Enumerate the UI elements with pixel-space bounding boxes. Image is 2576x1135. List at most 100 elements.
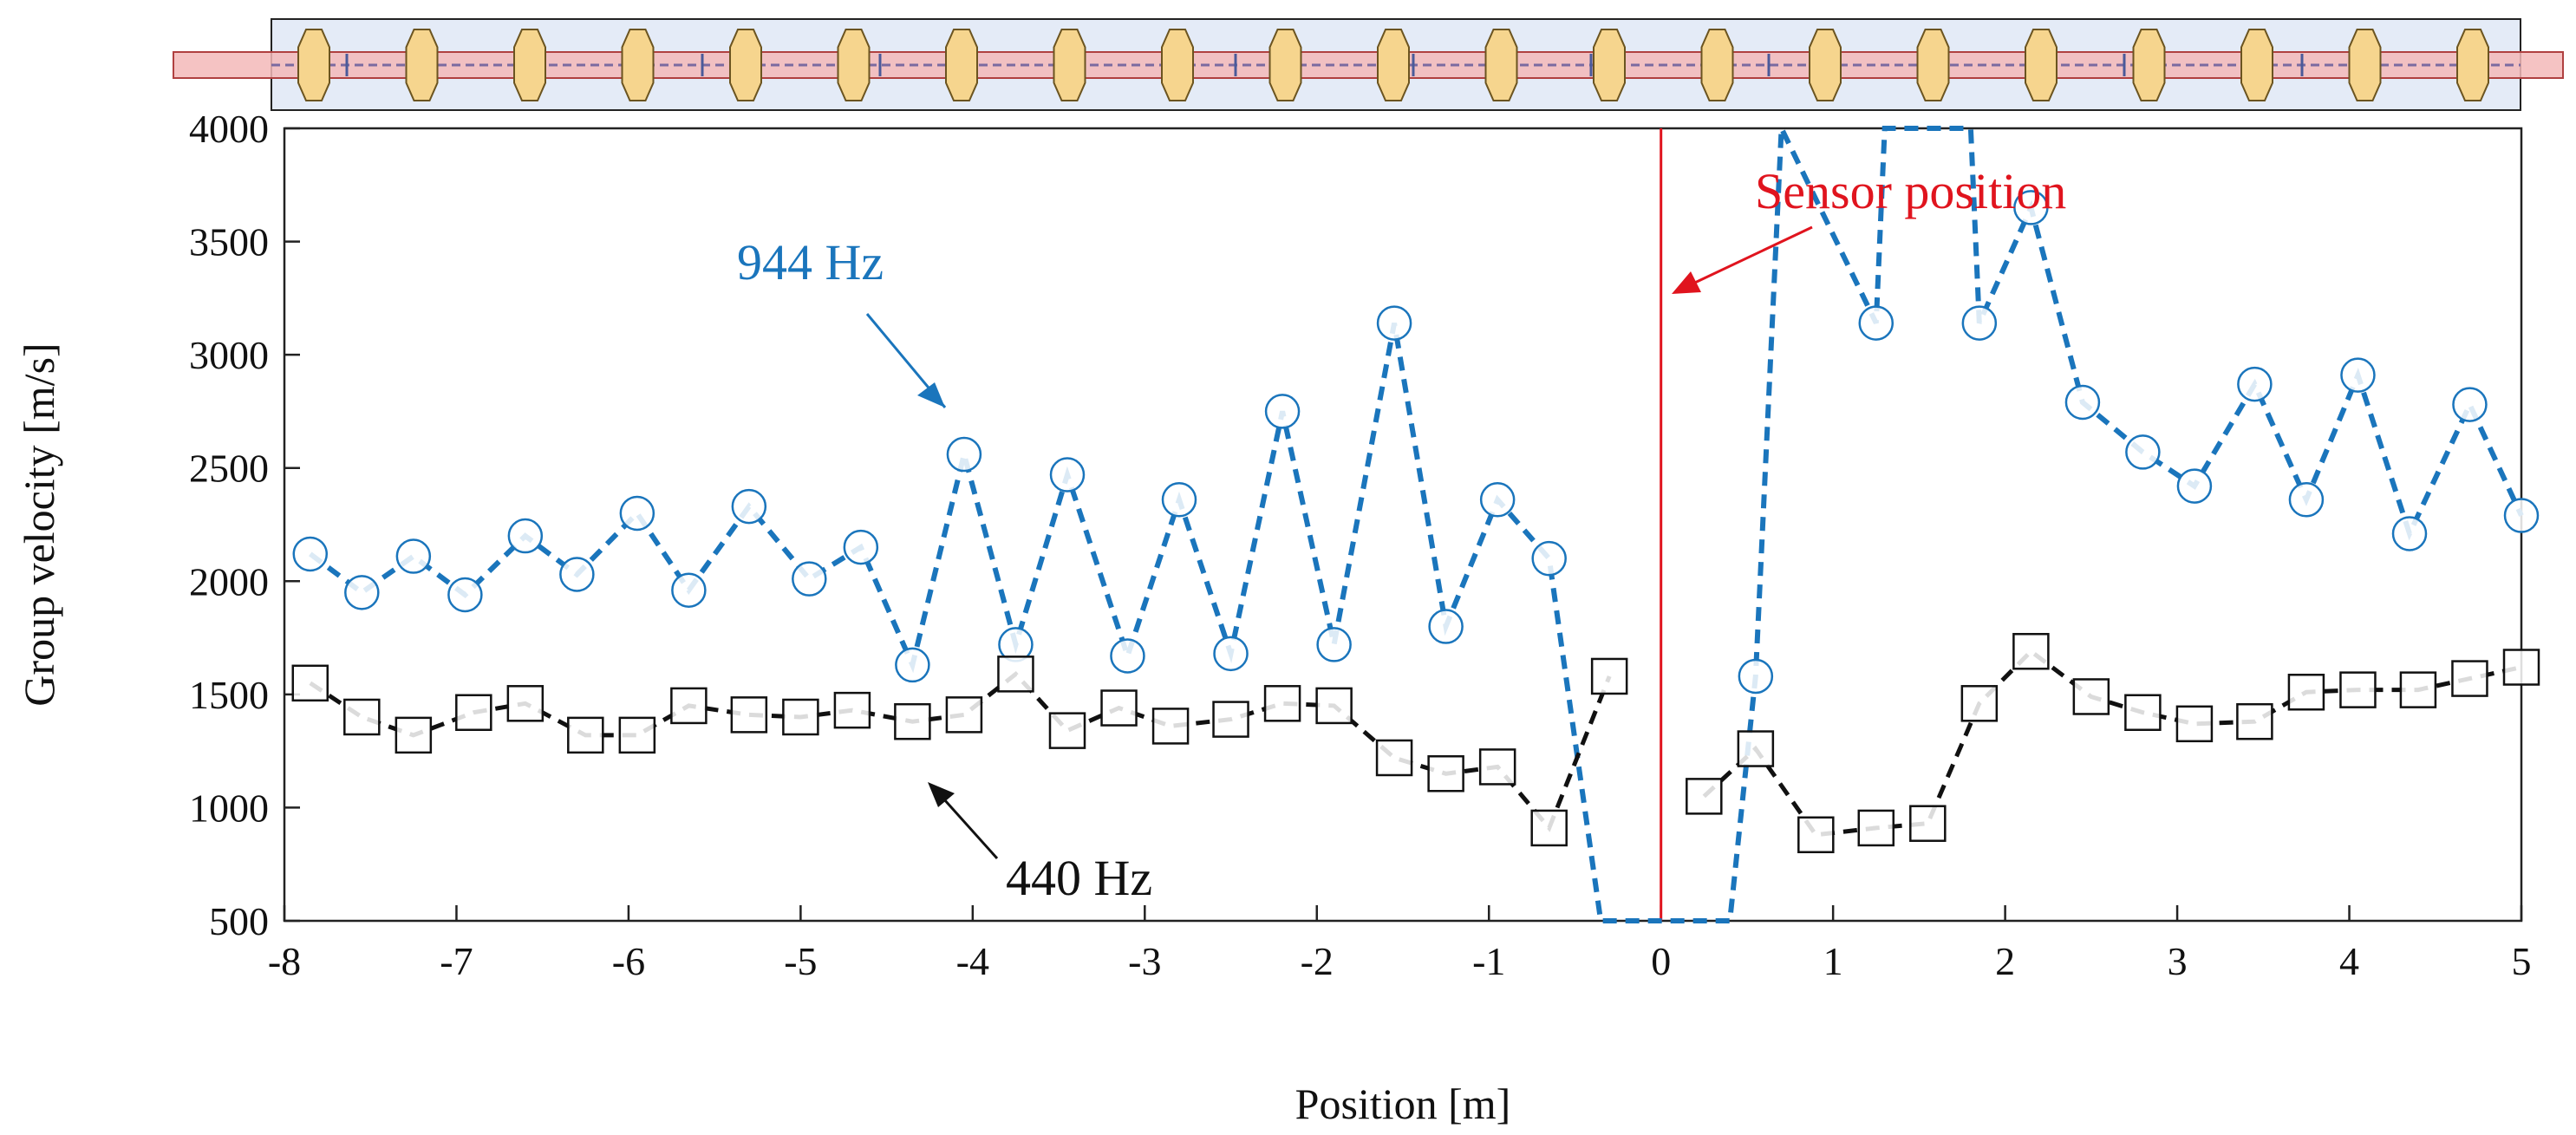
data-point-944hz	[395, 538, 432, 574]
data-point-440hz	[1375, 739, 1413, 777]
data-point-944hz	[1531, 540, 1567, 577]
data-point-440hz	[618, 716, 656, 754]
y-tick-label: 2000	[189, 559, 269, 603]
data-point-440hz	[1590, 657, 1628, 695]
data-point-440hz	[2399, 671, 2437, 708]
label-440hz: 440 Hz	[1006, 850, 1152, 906]
x-tick-label: -2	[1301, 939, 1334, 983]
data-point-440hz	[1909, 805, 1947, 842]
data-point-944hz	[344, 575, 380, 610]
arrowhead-sensor-position	[1672, 271, 1701, 294]
y-tick-label: 500	[209, 899, 269, 943]
data-point-944hz	[559, 557, 595, 592]
data-point-944hz	[1376, 305, 1412, 341]
pipe-clamp	[2132, 29, 2166, 101]
data-point-440hz	[1737, 730, 1775, 767]
data-point-944hz	[731, 488, 767, 525]
x-tick-label: -7	[440, 939, 473, 983]
arrow-sensor-position	[1681, 225, 1813, 290]
data-point-944hz	[1110, 638, 1145, 674]
data-point-944hz	[1428, 609, 1464, 644]
pipe-clamp	[2025, 29, 2058, 101]
data-point-944hz	[792, 561, 827, 597]
x-axis-ticks: -8 -7 -6 -5 -4 -3 -2 -1 0 1 2 3 4 5	[268, 905, 2532, 983]
data-point-440hz	[455, 694, 492, 731]
data-point-440hz	[2451, 660, 2488, 697]
data-point-944hz	[895, 647, 930, 683]
y-axis-ticks: 500 1000 1500 2000 2500 3000 3500 4000	[189, 107, 300, 943]
label-944hz: 944 Hz	[737, 234, 884, 290]
data-point-440hz	[997, 656, 1034, 693]
y-tick-label: 1000	[189, 786, 269, 830]
data-point-440hz	[1857, 809, 1895, 847]
data-point-440hz	[1263, 685, 1301, 722]
x-tick-label: 4	[2339, 939, 2359, 983]
y-tick-label: 1500	[189, 673, 269, 717]
arrow-440hz	[935, 789, 999, 860]
pipe-clamp	[1268, 29, 1302, 101]
data-point-944hz	[1049, 457, 1086, 492]
x-tick-label: 0	[1651, 939, 1671, 983]
data-point-944hz	[2125, 434, 2161, 470]
data-point-944hz	[1479, 482, 1516, 518]
x-tick-label: 3	[2168, 939, 2188, 983]
data-point-440hz	[291, 664, 329, 702]
pipe-clamp	[837, 29, 871, 101]
y-tick-label: 2500	[189, 447, 269, 491]
data-point-944hz	[2340, 357, 2376, 393]
data-point-440hz	[782, 698, 819, 736]
data-point-944hz	[2176, 468, 2213, 504]
data-point-944hz	[1161, 482, 1197, 518]
data-point-440hz	[2012, 632, 2050, 670]
pipe-clamp	[513, 29, 546, 101]
data-point-440hz	[343, 698, 381, 736]
x-tick-label: -3	[1128, 939, 1161, 983]
pipe-clamp	[729, 29, 762, 101]
data-point-944hz	[671, 572, 707, 608]
y-axis-title: Group velocity [m/s]	[15, 342, 63, 706]
data-point-944hz	[447, 577, 483, 613]
x-tick-label: -5	[784, 939, 817, 983]
data-point-440hz	[2287, 673, 2325, 711]
y-tick-label: 3500	[189, 220, 269, 264]
data-point-440hz	[945, 696, 983, 734]
pipe-clamp	[1484, 29, 1518, 101]
x-tick-label: -8	[268, 939, 301, 983]
data-point-944hz	[292, 536, 329, 572]
data-point-944hz	[2452, 387, 2488, 422]
pipe-schematic	[173, 18, 2564, 111]
x-tick-label: -4	[956, 939, 989, 983]
data-point-440hz	[567, 716, 604, 754]
data-point-944hz	[843, 529, 879, 565]
x-tick-label: 1	[1823, 939, 1843, 983]
x-tick-label: -1	[1472, 939, 1505, 983]
data-point-944hz	[1316, 627, 1352, 662]
label-sensor-position: Sensor position	[1755, 163, 2066, 219]
data-point-440hz	[1530, 809, 1568, 847]
data-point-440hz	[1315, 687, 1353, 725]
x-tick-label: 5	[2512, 939, 2532, 983]
pipe-clamp	[1161, 29, 1194, 101]
data-point-944hz	[619, 495, 655, 532]
pipe-clamp	[1593, 29, 1626, 101]
pipe-clamp	[1700, 29, 1734, 101]
series-440hz	[291, 632, 2540, 854]
pipe-clamp	[297, 29, 330, 101]
data-point-440hz	[670, 687, 708, 725]
pipe-clamp	[1053, 29, 1086, 101]
x-tick-label: -6	[612, 939, 645, 983]
data-point-440hz	[2072, 678, 2110, 715]
clamps	[297, 29, 2489, 101]
data-point-944hz	[1213, 636, 1249, 672]
data-point-440hz	[1151, 708, 1190, 745]
data-point-440hz	[2175, 705, 2214, 743]
x-tick-label: 2	[1995, 939, 2015, 983]
data-point-440hz	[730, 696, 768, 734]
pipe-clamp	[621, 29, 655, 101]
pipe-clamp	[1916, 29, 1950, 101]
data-point-440hz	[2236, 702, 2273, 740]
data-point-440hz	[395, 716, 433, 754]
data-point-944hz	[1738, 658, 1774, 695]
series-944hz	[292, 126, 2540, 923]
